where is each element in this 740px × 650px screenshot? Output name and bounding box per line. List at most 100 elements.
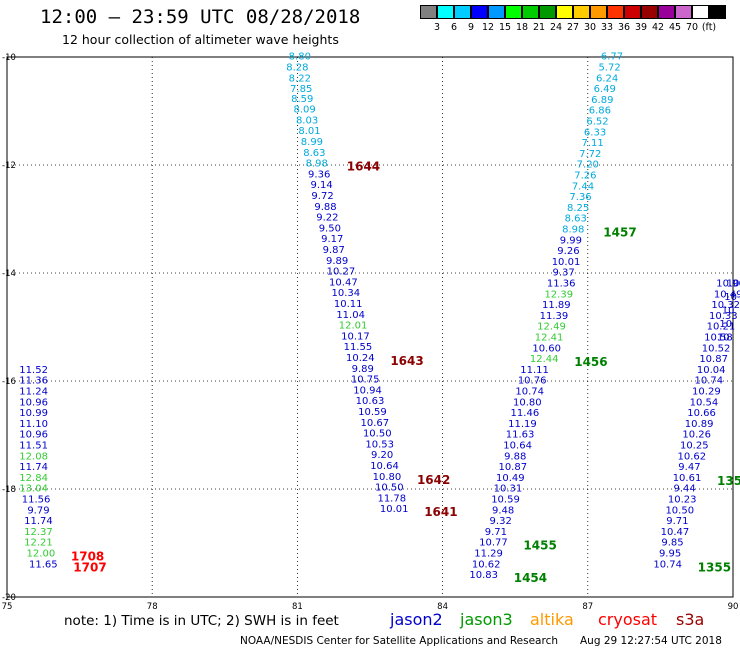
wave-height-value: 8.01 (298, 126, 320, 137)
wave-height-value: 6.24 (596, 73, 618, 84)
legend-label: 70 (685, 22, 699, 33)
wave-height-value: 10.49 (714, 289, 740, 300)
wave-height-value: 10.01 (380, 504, 409, 515)
wave-height-value: 10.67 (361, 418, 390, 429)
wave-height-value: 11.78 (377, 493, 406, 504)
wave-height-value: 9.85 (661, 538, 683, 549)
wave-height-value: 7.20 (577, 160, 599, 171)
map-grid (6, 56, 734, 598)
wave-height-value: 9.88 (504, 451, 526, 462)
wave-height-value: 9.79 (27, 505, 49, 516)
wave-height-value: 9.32 (490, 516, 512, 527)
wave-height-value: 10.96 (19, 430, 48, 441)
wave-height-value: 11.46 (511, 408, 540, 419)
wave-height-value: 7.26 (574, 171, 596, 182)
wave-height-value: 10.74 (653, 559, 682, 570)
wave-height-value: 9.71 (485, 527, 507, 538)
wave-height-value: 9.71 (666, 516, 688, 527)
x-tick-label: 75 (2, 602, 13, 610)
wave-height-value: 13.04 (19, 484, 48, 495)
legend-swatch (675, 5, 692, 19)
wave-height-value: 11.89 (542, 300, 571, 311)
wave-height-value: 10.75 (351, 375, 380, 386)
pass-label: 1642 (417, 473, 450, 487)
wave-height-value: 10.60 (532, 343, 561, 354)
wave-height-value: 11.36 (19, 376, 48, 387)
wave-height-value: 12.08 (19, 451, 48, 462)
wave-height-value: 10.99 (19, 408, 48, 419)
pass-label: 1356 (717, 474, 740, 488)
wave-height-value: 12.00 (27, 549, 56, 560)
legend-label: 36 (617, 22, 631, 33)
wave-height-value: 10 (719, 319, 732, 330)
wave-height-value: 9.26 (557, 246, 579, 257)
satellite-name: cryosat (598, 610, 658, 629)
wave-height-value: 10.11 (334, 299, 363, 310)
legend-swatch (709, 5, 726, 19)
legend-label: (ft) (701, 22, 717, 33)
axis-ticks: 75 78 81 84 87 90 -10 -12 -14 -16 -18 -20 (2, 53, 739, 610)
wave-height-value: 11.04 (336, 310, 365, 321)
wave-height-value: 12.01 (339, 321, 368, 332)
map-frame (6, 56, 734, 598)
wave-height-value: 10.47 (329, 277, 358, 288)
wave-height-value: 10.33 (709, 311, 738, 322)
legend-swatch (573, 5, 590, 19)
wave-height-value: 10.29 (692, 387, 721, 398)
x-tick-label: 81 (292, 602, 303, 610)
legend-swatch (505, 5, 522, 19)
satellite-pass: 11.65 1707 (29, 559, 107, 574)
wave-height-value: 10.64 (370, 461, 399, 472)
wave-height-value: 10.94 (353, 385, 382, 396)
satellite-pass: 9.8910.7510.9410.6310.5910.6710.5010.539… (351, 364, 451, 487)
pass-label: 1708 (71, 550, 104, 564)
wave-height-value: 10.61 (673, 473, 702, 484)
wave-height-value: 10.54 (690, 397, 719, 408)
wave-height-value: 10.59 (358, 407, 387, 418)
legend-swatch (641, 5, 658, 19)
wave-height-value: 11.24 (19, 387, 48, 398)
wave-height-value: 11.19 (508, 419, 537, 430)
wave-height-value: 10.31 (494, 484, 523, 495)
pass-label: 1355 (698, 560, 731, 574)
wave-height-value: 10 (724, 292, 737, 303)
wave-height-value: 10.50 (363, 429, 392, 440)
satellite-name: jason3 (460, 610, 513, 629)
wave-height-value: 9.44 (673, 484, 695, 495)
wave-height-value: 10.01 (552, 257, 581, 268)
legend-label: 12 (481, 22, 495, 33)
legend-swatch (420, 5, 437, 19)
wave-height-value: 10.63 (356, 396, 385, 407)
wave-height-value: 9.72 (311, 191, 333, 202)
page-subtitle: 12 hour collection of altimeter wave hei… (62, 32, 339, 47)
wave-height-value: 10.87 (498, 462, 527, 473)
satellite-pass: 9.999.2610.019.3711.3612.3911.8911.3912.… (530, 235, 608, 369)
wave-height-value: 10 (727, 279, 740, 290)
satellite-pass: 8.808.288.227.858.598.098.038.018.998.63… (286, 52, 380, 174)
legend-label: 6 (450, 22, 458, 33)
x-tick-label: 84 (437, 602, 448, 610)
satellite-name: s3a (676, 610, 705, 629)
wave-height-value: 6.86 (589, 106, 611, 117)
wave-height-value: 7.85 (290, 84, 312, 95)
wave-height-value: 9.37 (552, 268, 574, 279)
wave-height-value: 10.53 (365, 439, 394, 450)
y-tick-label: -16 (2, 377, 16, 387)
wave-height-value: 10.34 (331, 288, 360, 299)
wave-height-value: 10.87 (699, 354, 728, 365)
satellite-pass: 11.1110.7610.7410.8011.4611.1911.6310.64… (479, 365, 557, 553)
wave-height-value: 10.80 (513, 397, 542, 408)
legend-label: 27 (566, 22, 580, 33)
wave-height-value: 10.64 (503, 441, 532, 452)
wave-height-value: 10.50 (375, 483, 404, 494)
wave-height-value: 9.89 (352, 364, 374, 375)
wave-height-value: 9.14 (310, 180, 332, 191)
wave-height-value: 6.49 (594, 84, 616, 95)
pass-label: 1454 (514, 571, 547, 585)
wave-height-value: 11.74 (24, 516, 53, 527)
satellite-pass: 11.5211.3611.2410.9610.9911.1010.9611.51… (19, 365, 104, 564)
pass-label: 1455 (523, 539, 556, 553)
wave-height-value: 12.37 (24, 527, 53, 538)
